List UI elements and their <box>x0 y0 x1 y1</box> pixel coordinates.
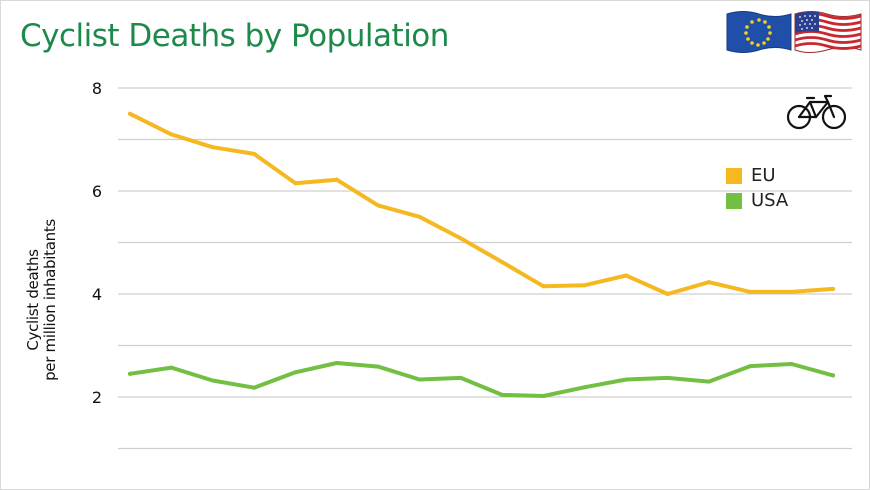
data-point-usa <box>582 385 587 390</box>
y-tick-label: 8 <box>92 79 102 98</box>
data-point-eu <box>376 203 381 208</box>
data-point-usa <box>541 393 546 398</box>
data-point-usa <box>252 385 257 390</box>
series-line-usa <box>128 361 835 398</box>
legend-label-eu: EU <box>751 165 776 186</box>
legend: EU USA <box>726 163 788 213</box>
data-point-eu <box>831 286 835 291</box>
data-point-usa <box>831 373 835 378</box>
data-point-eu <box>128 111 132 116</box>
data-point-usa <box>458 375 463 380</box>
chart-title: Cyclist Deaths by Population <box>20 18 449 54</box>
data-point-usa <box>376 364 381 369</box>
data-point-eu <box>210 145 215 150</box>
data-point-eu <box>500 260 505 265</box>
data-point-eu <box>252 151 257 156</box>
legend-label-usa: USA <box>751 190 789 211</box>
data-point-eu <box>293 181 298 186</box>
flags <box>726 11 862 53</box>
data-point-eu <box>458 236 463 241</box>
legend-item-usa: USA <box>726 188 788 213</box>
eu-flag-icon <box>726 11 792 53</box>
data-point-eu <box>417 214 422 219</box>
data-point-usa <box>169 365 174 370</box>
data-point-usa <box>210 378 215 383</box>
data-point-eu <box>582 283 587 288</box>
data-point-eu <box>706 280 711 285</box>
data-point-usa <box>624 377 629 382</box>
data-point-eu <box>665 292 670 296</box>
y-tick-label: 2 <box>92 388 102 407</box>
legend-swatch-eu <box>726 167 742 184</box>
data-point-eu <box>748 289 753 294</box>
y-tick-label: 6 <box>92 182 102 201</box>
us-flag-icon <box>794 11 862 53</box>
series-line-eu <box>128 111 835 296</box>
data-point-usa <box>748 364 753 369</box>
data-point-usa <box>293 370 298 375</box>
data-point-usa <box>128 371 132 376</box>
data-point-eu <box>169 132 174 137</box>
data-point-eu <box>334 177 339 182</box>
data-point-usa <box>500 392 505 397</box>
data-point-eu <box>624 273 629 278</box>
y-tick-label: 4 <box>92 285 102 304</box>
data-point-usa <box>706 379 711 384</box>
data-point-usa <box>334 361 339 366</box>
legend-item-eu: EU <box>726 163 788 188</box>
data-point-usa <box>789 362 794 367</box>
data-point-eu <box>541 284 546 289</box>
data-point-eu <box>789 289 794 294</box>
data-point-usa <box>665 375 670 380</box>
legend-swatch-usa <box>726 192 742 209</box>
bicycle-icon <box>786 94 847 130</box>
data-point-usa <box>417 377 422 382</box>
